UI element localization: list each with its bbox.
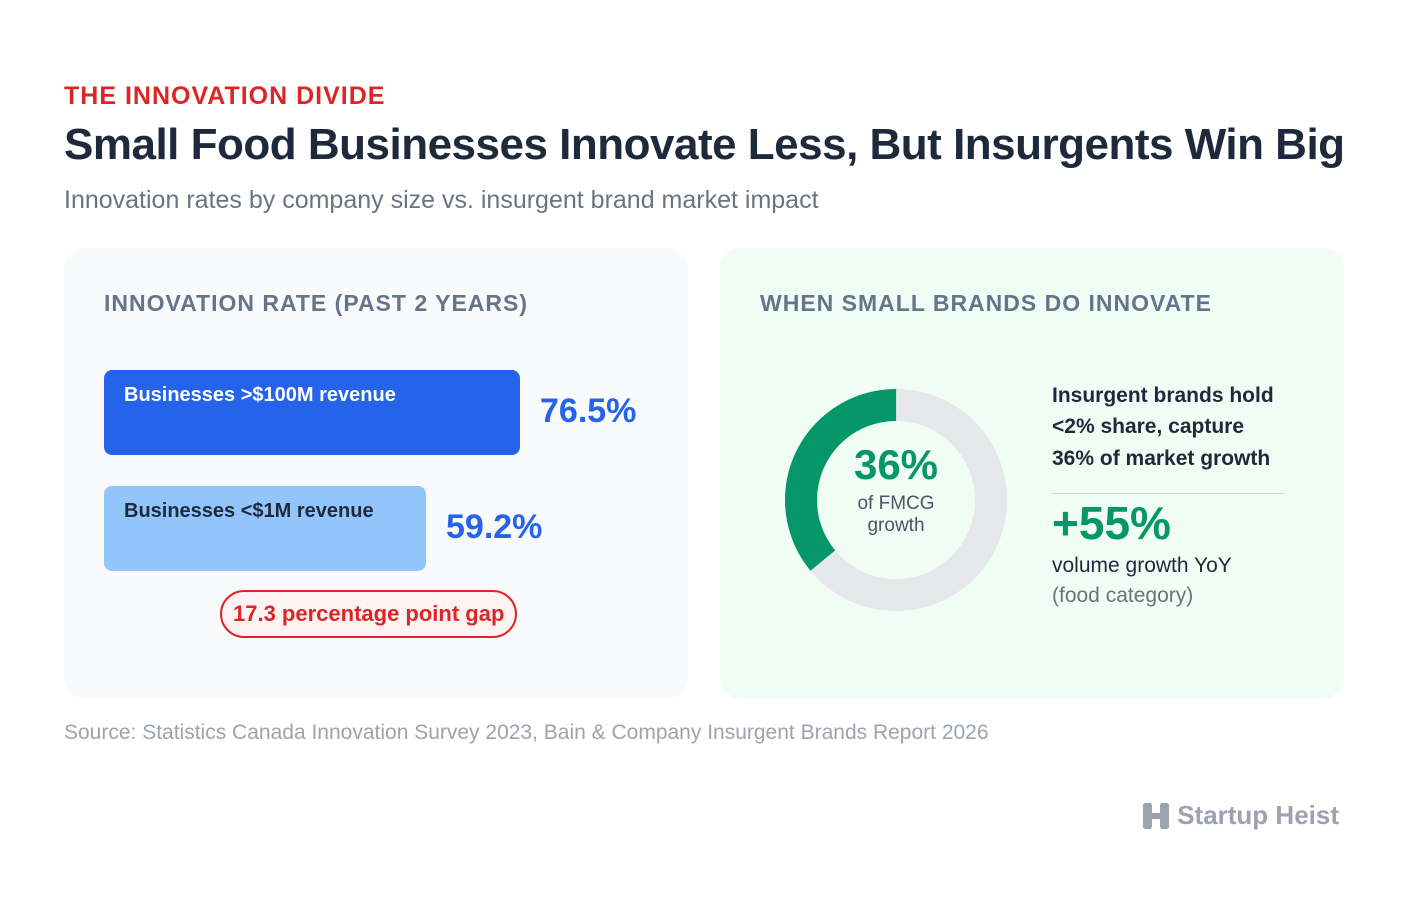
volume-growth-percent: +55% xyxy=(1052,497,1171,549)
fmcg-growth-donut xyxy=(785,389,1007,611)
h-logo-icon xyxy=(1143,802,1170,829)
stat-line-2: <2% share, capture xyxy=(1052,415,1245,438)
innovation-rate-panel: INNOVATION RATE (PAST 2 YEARS) Businesse… xyxy=(64,248,688,699)
brand-name: Startup Heist xyxy=(1177,800,1339,830)
bar-value-large-business: 76.5% xyxy=(540,392,637,430)
donut-caption-line2: growth xyxy=(867,515,925,536)
bar-label-small-business: Businesses <$1M revenue xyxy=(124,500,374,522)
bar-small-business: Businesses <$1M revenue xyxy=(104,486,426,571)
bar-value-small-business: 59.2% xyxy=(446,508,543,546)
page-subtitle: Innovation rates by company size vs. ins… xyxy=(64,186,819,214)
innovation-rate-heading: INNOVATION RATE (PAST 2 YEARS) xyxy=(104,290,529,316)
small-brands-heading: WHEN SMALL BRANDS DO INNOVATE xyxy=(760,290,1212,316)
donut-caption-line1: of FMCG xyxy=(857,493,935,514)
donut-percent: 36% xyxy=(853,441,939,488)
stat-divider xyxy=(1052,493,1284,494)
brand-logo: Startup Heist xyxy=(1143,800,1339,831)
donut-center: 36% of FMCG growth xyxy=(785,389,1007,611)
source-note: Source: Statistics Canada Innovation Sur… xyxy=(64,721,989,744)
volume-growth-sublabel: (food category) xyxy=(1052,584,1194,607)
stat-line-3: 36% of market growth xyxy=(1052,447,1271,470)
small-brands-panel: WHEN SMALL BRANDS DO INNOVATE 36% of FMC… xyxy=(720,248,1344,699)
eyebrow-label: THE INNOVATION DIVIDE xyxy=(64,82,386,110)
volume-growth-label: volume growth YoY xyxy=(1052,554,1232,577)
bar-large-business: Businesses >$100M revenue xyxy=(104,370,520,455)
gap-badge: 17.3 percentage point gap xyxy=(220,590,518,638)
stat-line-1: Insurgent brands hold xyxy=(1052,384,1274,407)
page-title: Small Food Businesses Innovate Less, But… xyxy=(64,120,1345,169)
bar-label-large-business: Businesses >$100M revenue xyxy=(124,384,396,406)
